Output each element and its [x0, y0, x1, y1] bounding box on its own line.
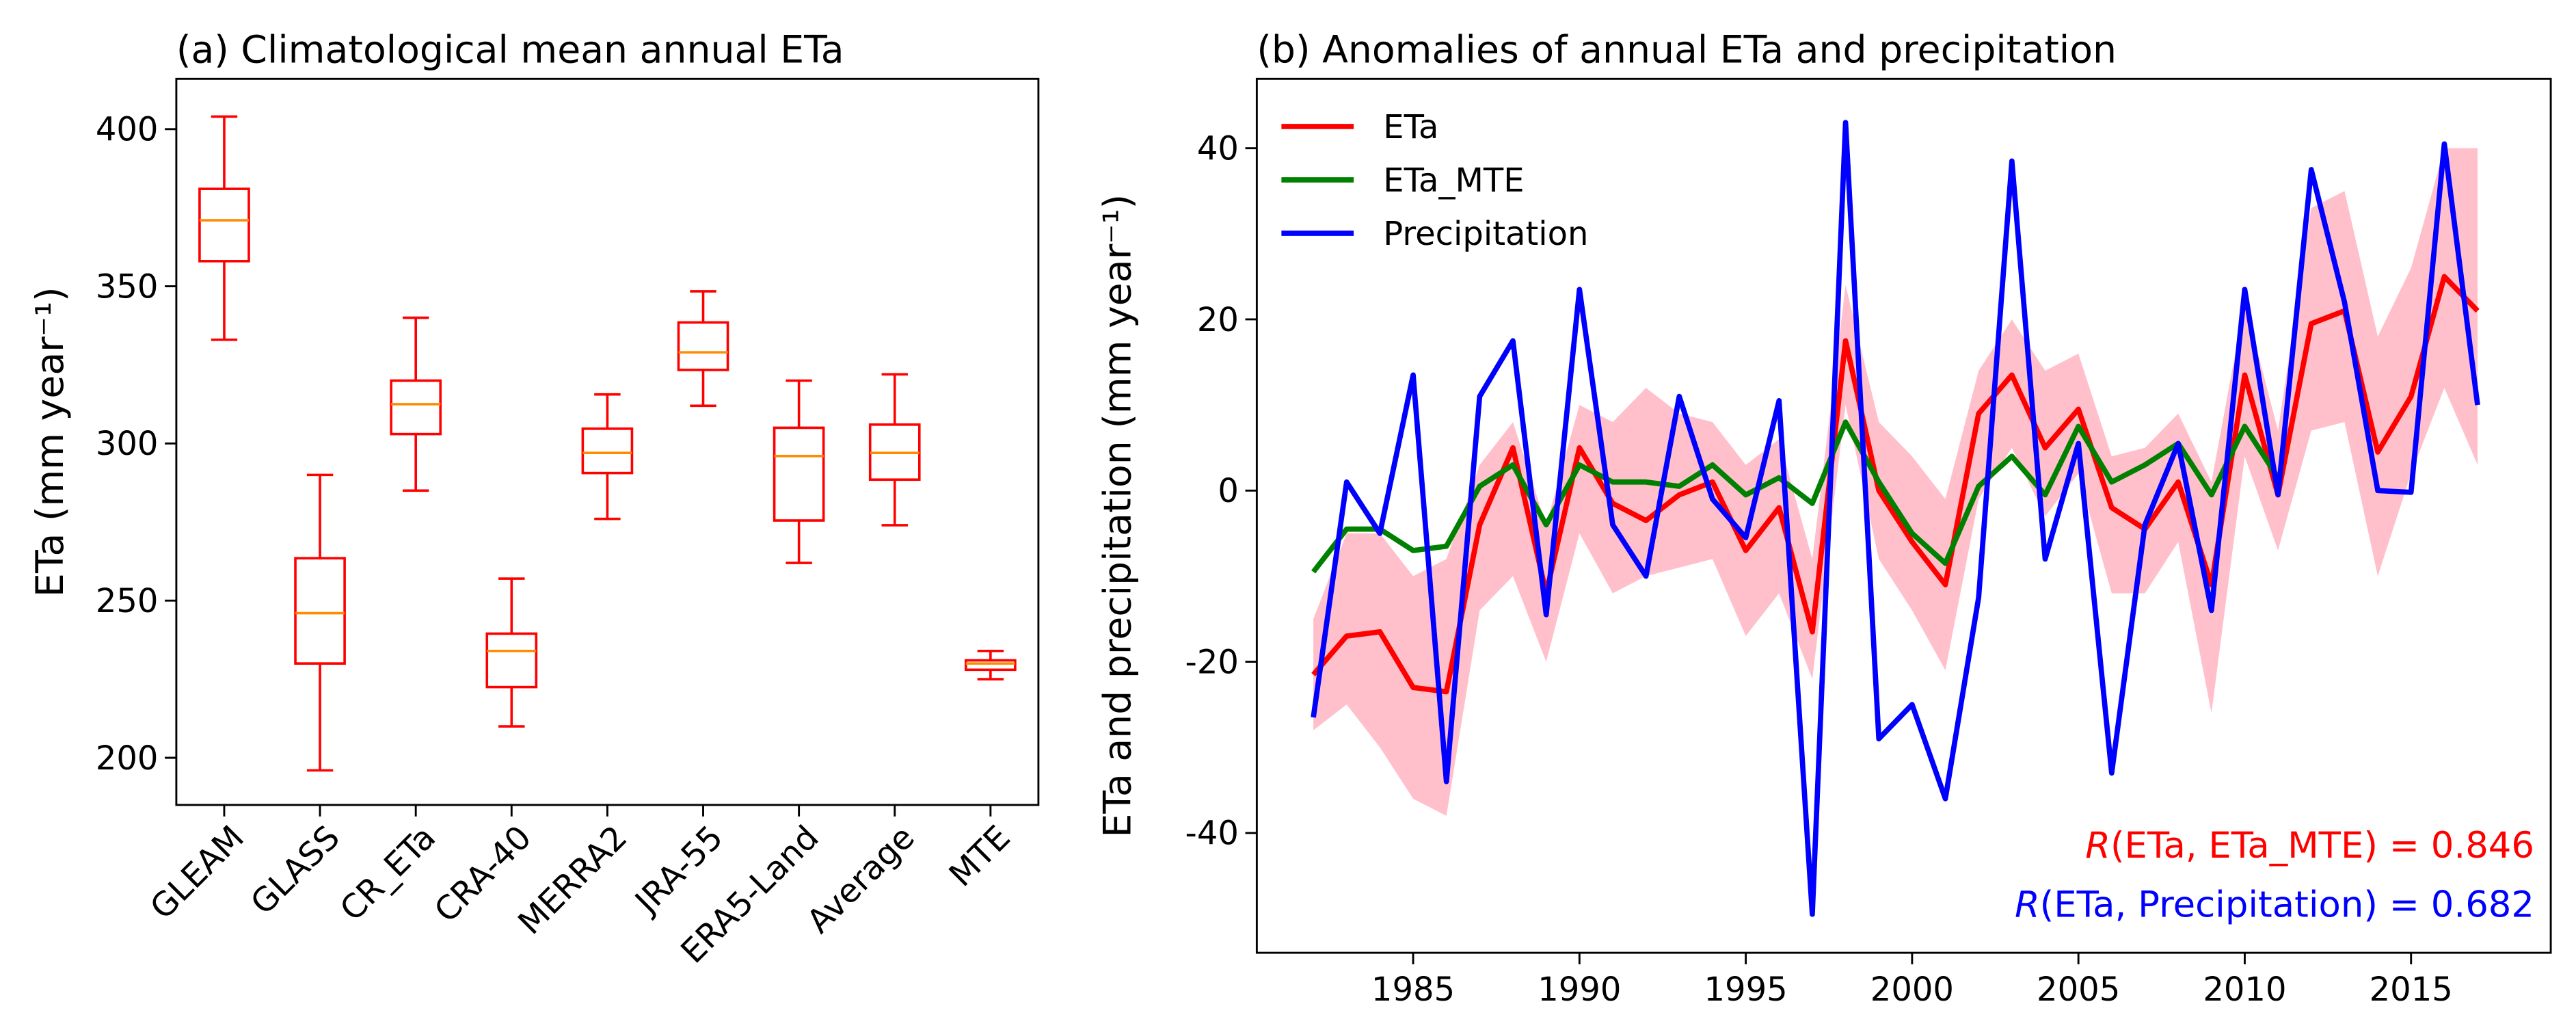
- x-tick-label: MTE: [942, 818, 1018, 894]
- annotation-text: (ETa, Precipitation) = 0.682: [2040, 884, 2534, 925]
- y-tick-label: 350: [96, 267, 159, 306]
- y-tick-label: -40: [1185, 815, 1239, 853]
- x-tick-label: GLEAM: [143, 818, 252, 927]
- x-tick-label: 1985: [1371, 970, 1455, 1009]
- box: [485, 632, 538, 689]
- box: [965, 659, 1017, 672]
- x-tick-label: 1990: [1538, 970, 1621, 1009]
- x-tick-label: 2010: [2203, 970, 2286, 1009]
- y-tick-label: 250: [96, 582, 159, 620]
- annotation: R(ETa, ETa_MTE) = 0.846: [2085, 825, 2534, 867]
- box: [390, 379, 442, 436]
- panel-a-title: (a) Climatological mean annual ETa: [176, 28, 844, 72]
- x-tick-label: GLASS: [243, 818, 347, 922]
- panel-b-title: (b) Anomalies of annual ETa and precipit…: [1257, 28, 2117, 72]
- y-tick-label: 300: [96, 425, 159, 463]
- box: [581, 427, 634, 475]
- box: [294, 557, 346, 665]
- y-tick-label: 0: [1218, 472, 1239, 510]
- y-tick-label: -20: [1185, 643, 1239, 681]
- annotation-text: (ETa, ETa_MTE) = 0.846: [2110, 825, 2534, 867]
- panel-b-y-label: ETa and precipitation (mm year⁻¹): [1096, 194, 1140, 838]
- x-tick-label: 2005: [2037, 970, 2120, 1009]
- uncertainty-band: [1313, 148, 2478, 816]
- x-tick-label: 2015: [2370, 970, 2453, 1009]
- series-line: [1311, 120, 2480, 917]
- y-tick-label: 200: [96, 739, 159, 778]
- panel-a-y-label: ETa (mm year⁻¹): [29, 287, 72, 597]
- legend-label: ETa: [1383, 108, 1438, 146]
- legend-label: ETa_MTE: [1383, 161, 1524, 200]
- annotation: R(ETa, Precipitation) = 0.682: [2015, 884, 2534, 925]
- x-tick-label: CR_ETa: [333, 818, 443, 928]
- y-tick-label: 40: [1197, 129, 1239, 168]
- series-line: [1311, 419, 2281, 574]
- x-tick-label: 1995: [1704, 970, 1788, 1009]
- box: [677, 321, 729, 371]
- x-tick-label: 2000: [1870, 970, 1954, 1009]
- box: [773, 426, 825, 522]
- legend-label: Precipitation: [1383, 215, 1588, 253]
- y-tick-label: 400: [96, 111, 159, 149]
- annotation-symbol: R: [2085, 825, 2110, 867]
- plot-frame: [1255, 77, 2552, 954]
- plot-frame: [175, 77, 1040, 806]
- annotation-symbol: R: [2015, 884, 2040, 925]
- y-tick-label: 20: [1197, 301, 1239, 339]
- box: [198, 187, 250, 263]
